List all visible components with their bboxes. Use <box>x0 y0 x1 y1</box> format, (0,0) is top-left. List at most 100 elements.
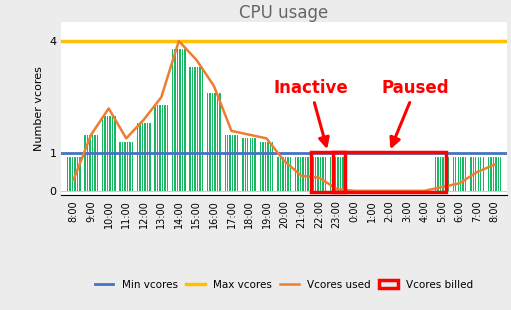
Bar <box>490 157 492 191</box>
Bar <box>315 157 316 191</box>
Bar <box>299 157 301 191</box>
Bar <box>267 142 268 191</box>
Bar <box>277 157 278 191</box>
Bar <box>137 123 138 191</box>
Bar <box>182 49 183 191</box>
Bar <box>199 67 201 191</box>
Bar <box>122 142 123 191</box>
Bar <box>335 157 336 191</box>
Bar <box>245 138 246 191</box>
Bar <box>307 157 309 191</box>
Bar <box>79 157 81 191</box>
Bar <box>337 157 339 191</box>
Bar <box>167 105 168 191</box>
Bar <box>124 142 126 191</box>
Bar <box>305 157 306 191</box>
Bar <box>457 157 459 191</box>
Legend: Min vcores, Max vcores, Vcores used, Vcores billed: Min vcores, Max vcores, Vcores used, Vco… <box>90 276 478 294</box>
Bar <box>333 152 446 192</box>
Bar <box>107 116 108 191</box>
Bar <box>332 157 334 191</box>
Bar <box>212 94 214 191</box>
Bar <box>217 94 218 191</box>
Bar <box>455 157 456 191</box>
Bar <box>462 157 464 191</box>
Bar <box>109 116 111 191</box>
Bar <box>149 123 151 191</box>
Bar <box>232 135 234 191</box>
Bar <box>91 135 93 191</box>
Bar <box>487 157 489 191</box>
Bar <box>320 157 321 191</box>
Bar <box>104 116 106 191</box>
Bar <box>219 94 221 191</box>
Bar <box>465 157 467 191</box>
Bar <box>235 135 236 191</box>
Bar <box>97 135 98 191</box>
Bar <box>470 157 472 191</box>
Bar <box>190 67 191 191</box>
Bar <box>282 157 284 191</box>
Bar <box>192 67 193 191</box>
Bar <box>177 49 178 191</box>
Bar <box>254 138 256 191</box>
Bar <box>260 142 261 191</box>
Bar <box>72 157 73 191</box>
Bar <box>127 142 128 191</box>
Bar <box>112 116 113 191</box>
Bar <box>312 157 314 191</box>
Bar <box>132 142 133 191</box>
Bar <box>445 157 447 191</box>
Bar <box>129 142 131 191</box>
Bar <box>247 138 248 191</box>
Bar <box>252 138 253 191</box>
Bar <box>272 142 273 191</box>
Bar <box>102 116 103 191</box>
Bar <box>324 157 326 191</box>
Bar <box>475 157 476 191</box>
Bar <box>295 157 296 191</box>
Bar <box>478 157 479 191</box>
Bar <box>440 157 442 191</box>
Bar <box>227 135 228 191</box>
Bar <box>242 138 244 191</box>
Bar <box>249 138 251 191</box>
Bar <box>202 67 203 191</box>
Bar <box>493 157 494 191</box>
Bar <box>237 135 239 191</box>
Bar <box>297 157 298 191</box>
Bar <box>322 157 323 191</box>
Bar <box>265 142 266 191</box>
Bar <box>194 67 196 191</box>
Bar <box>287 157 289 191</box>
Bar <box>342 157 343 191</box>
Bar <box>498 157 499 191</box>
Bar <box>94 135 96 191</box>
Bar <box>207 94 208 191</box>
Bar <box>140 123 141 191</box>
Bar <box>147 123 148 191</box>
Bar <box>165 105 166 191</box>
Bar <box>435 157 436 191</box>
Bar <box>340 157 341 191</box>
Bar <box>269 142 271 191</box>
Bar <box>437 157 439 191</box>
Bar <box>280 157 281 191</box>
Bar <box>89 135 90 191</box>
Bar <box>229 135 231 191</box>
Bar <box>87 135 88 191</box>
Bar <box>317 157 319 191</box>
Bar <box>460 157 461 191</box>
Bar <box>114 116 115 191</box>
Bar <box>482 157 484 191</box>
Bar <box>330 157 331 191</box>
Bar <box>142 123 143 191</box>
Bar <box>162 105 163 191</box>
Bar <box>443 157 444 191</box>
Bar <box>473 157 474 191</box>
Bar <box>74 157 76 191</box>
Bar <box>172 49 173 191</box>
Bar <box>69 157 71 191</box>
Bar <box>480 157 481 191</box>
Bar <box>453 157 454 191</box>
